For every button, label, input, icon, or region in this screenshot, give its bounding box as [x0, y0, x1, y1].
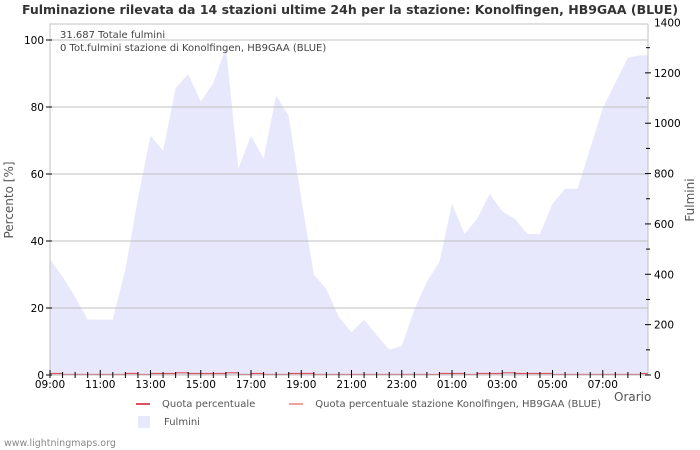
fulmini-area [50, 47, 648, 375]
legend-item-quota[interactable]: Quota percentuale [136, 399, 255, 410]
svg-text:40: 40 [31, 236, 44, 248]
svg-text:20: 20 [31, 303, 44, 315]
svg-text:11:00: 11:00 [85, 379, 115, 391]
svg-text:03:00: 03:00 [487, 379, 517, 391]
svg-text:09:00: 09:00 [35, 379, 65, 391]
fulmini-swatch-icon [138, 416, 150, 428]
legend-label-quota-station: Quota percentuale stazione Konolfingen, … [315, 398, 602, 410]
quota-swatch-icon [136, 403, 150, 405]
right-axis-title: Fulmini [683, 178, 697, 221]
gridlines [50, 39, 648, 309]
legend-label-quota: Quota percentuale [162, 398, 256, 410]
svg-text:1400: 1400 [654, 18, 681, 30]
svg-text:200: 200 [654, 320, 674, 332]
svg-text:15:00: 15:00 [186, 379, 216, 391]
legend-item-quota-station[interactable]: Quota percentuale stazione Konolfingen, … [289, 399, 601, 410]
svg-text:07:00: 07:00 [588, 379, 618, 391]
svg-text:1200: 1200 [654, 68, 681, 80]
svg-text:600: 600 [654, 219, 674, 231]
x-axis-title: Orario [614, 390, 652, 404]
svg-text:0: 0 [654, 370, 661, 382]
left-ticks: 0 20 40 60 80 100 [24, 35, 52, 382]
quota-station-swatch-icon [289, 403, 304, 405]
legend: Quota percentuale Quota percentuale staz… [136, 396, 621, 430]
svg-text:21:00: 21:00 [336, 379, 366, 391]
chart-title: Fulminazione rilevata da 14 stazioni ult… [21, 2, 679, 17]
svg-text:17:00: 17:00 [236, 379, 266, 391]
svg-text:19:00: 19:00 [286, 379, 316, 391]
legend-label-fulmini: Fulmini [164, 416, 200, 428]
svg-text:13:00: 13:00 [135, 379, 165, 391]
right-ticks: 0 200 400 600 800 1000 1200 1400 [645, 18, 681, 382]
svg-text:05:00: 05:00 [537, 379, 567, 391]
svg-text:23:00: 23:00 [387, 379, 417, 391]
info-station: 0 Tot.fulmini stazione di Konolfingen, H… [60, 43, 326, 54]
legend-item-fulmini[interactable]: Fulmini [136, 416, 200, 428]
x-ticks: 09:00 11:00 13:00 15:00 17:00 19:00 21:00 23:00… [35, 370, 641, 391]
svg-text:0: 0 [37, 370, 44, 382]
left-axis-title: Percento [%] [2, 161, 16, 238]
svg-text:80: 80 [31, 102, 44, 114]
info-total: 31.687 Totale fulmini [60, 30, 165, 41]
svg-text:01:00: 01:00 [437, 379, 467, 391]
svg-text:800: 800 [654, 169, 674, 181]
svg-text:400: 400 [654, 269, 674, 281]
svg-text:60: 60 [31, 169, 44, 181]
svg-text:1000: 1000 [654, 118, 681, 130]
footer-credit: www.lightningmaps.org [4, 438, 116, 449]
svg-text:100: 100 [24, 35, 44, 47]
